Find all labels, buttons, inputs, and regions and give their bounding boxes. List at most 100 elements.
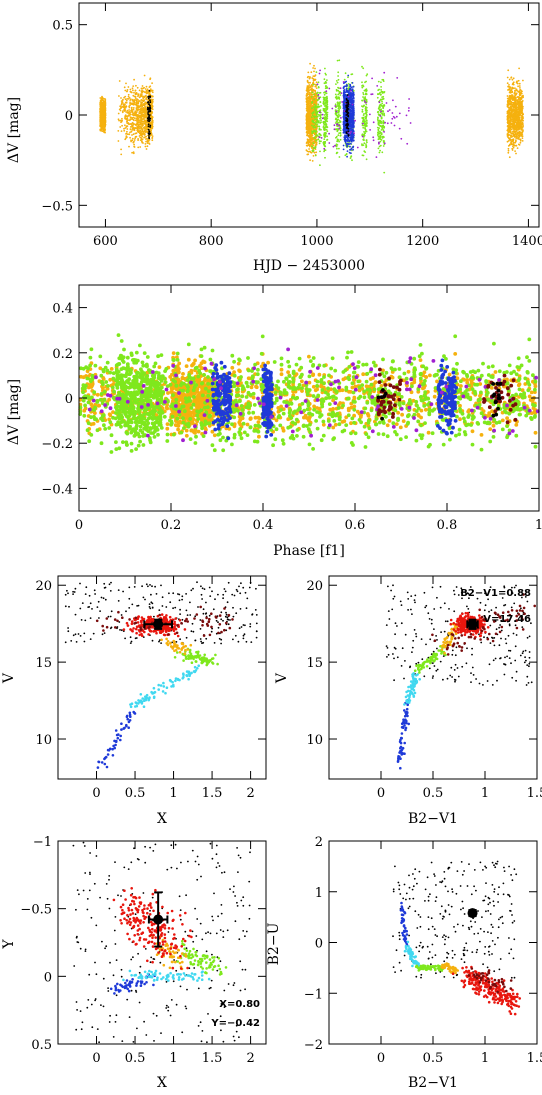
data-point	[310, 71, 313, 74]
data-point	[508, 103, 510, 106]
data-point	[306, 79, 309, 82]
data-point	[520, 127, 522, 129]
data-point	[506, 119, 509, 121]
data-point	[124, 89, 127, 92]
data-point	[519, 138, 522, 141]
data-point	[379, 149, 381, 152]
data-point	[316, 119, 319, 122]
data-point	[377, 147, 380, 150]
data-point	[124, 138, 127, 141]
data-point	[519, 94, 522, 96]
data-point	[519, 120, 522, 122]
data-point	[126, 117, 129, 120]
data-point	[132, 133, 135, 136]
data-point	[516, 131, 518, 134]
data-point	[508, 110, 510, 113]
data-point	[149, 77, 152, 80]
data-point	[519, 141, 522, 144]
data-point	[516, 103, 518, 106]
data-point	[517, 85, 519, 88]
data-point	[99, 97, 102, 99]
data-point	[319, 164, 321, 167]
data-point	[139, 123, 141, 126]
data-point	[380, 132, 383, 135]
data-point	[509, 138, 512, 141]
data-point	[145, 138, 147, 140]
data-point	[323, 93, 326, 96]
data-point	[151, 117, 153, 119]
data-point	[141, 128, 144, 131]
data-point	[336, 121, 339, 123]
data-point	[318, 142, 321, 145]
data-point	[518, 118, 521, 121]
data-point	[101, 109, 104, 112]
data-point	[377, 107, 380, 110]
data-point	[338, 96, 340, 99]
data-point	[510, 128, 513, 131]
data-point	[136, 109, 139, 112]
data-point	[315, 121, 318, 124]
data-point	[312, 79, 315, 82]
data-point	[137, 121, 140, 124]
data-point	[512, 97, 514, 100]
data-point	[506, 76, 509, 79]
data-point	[100, 122, 102, 125]
data-point	[151, 111, 154, 114]
data-point	[134, 114, 137, 116]
data-point	[380, 104, 383, 107]
data-point	[510, 134, 512, 137]
data-point	[514, 141, 516, 144]
data-point	[320, 140, 322, 143]
data-point	[320, 134, 322, 137]
data-point	[309, 121, 311, 123]
data-point	[335, 83, 337, 85]
data-point	[311, 91, 314, 94]
data-point	[380, 108, 382, 111]
data-point	[151, 135, 154, 138]
data-point	[151, 120, 154, 123]
data-point	[361, 65, 363, 68]
data-point	[365, 106, 368, 109]
data-point	[315, 135, 317, 137]
data-point	[515, 124, 518, 127]
data-point	[313, 103, 316, 106]
data-point	[128, 145, 130, 148]
data-point	[515, 114, 518, 117]
data-point	[324, 123, 326, 126]
data-point	[142, 127, 145, 129]
data-point	[315, 111, 317, 114]
data-point	[102, 103, 104, 106]
data-point	[126, 115, 129, 118]
data-point	[351, 159, 353, 162]
data-point	[315, 141, 318, 144]
data-point	[145, 85, 148, 88]
data-point	[325, 85, 327, 87]
data-point	[141, 94, 143, 96]
data-point	[143, 122, 146, 125]
data-point	[138, 132, 141, 135]
data-point	[365, 119, 367, 121]
data-point	[381, 151, 384, 154]
data-point	[145, 148, 148, 150]
data-point	[313, 70, 315, 73]
data-point	[515, 152, 517, 155]
data-point	[315, 87, 318, 89]
data-point	[103, 130, 105, 133]
data-point	[317, 138, 320, 141]
data-point	[129, 104, 131, 107]
data-point	[130, 139, 132, 142]
data-point	[382, 145, 385, 147]
data-point	[512, 114, 515, 116]
data-point	[516, 111, 519, 114]
data-point	[319, 150, 321, 153]
data-point	[337, 89, 340, 92]
data-point	[129, 116, 132, 118]
data-point	[137, 146, 140, 149]
data-point	[136, 106, 139, 109]
data-point	[101, 98, 103, 101]
data-point	[361, 154, 364, 157]
data-point	[324, 118, 327, 121]
data-point	[312, 142, 315, 145]
data-point	[519, 121, 522, 124]
data-point	[140, 104, 142, 106]
